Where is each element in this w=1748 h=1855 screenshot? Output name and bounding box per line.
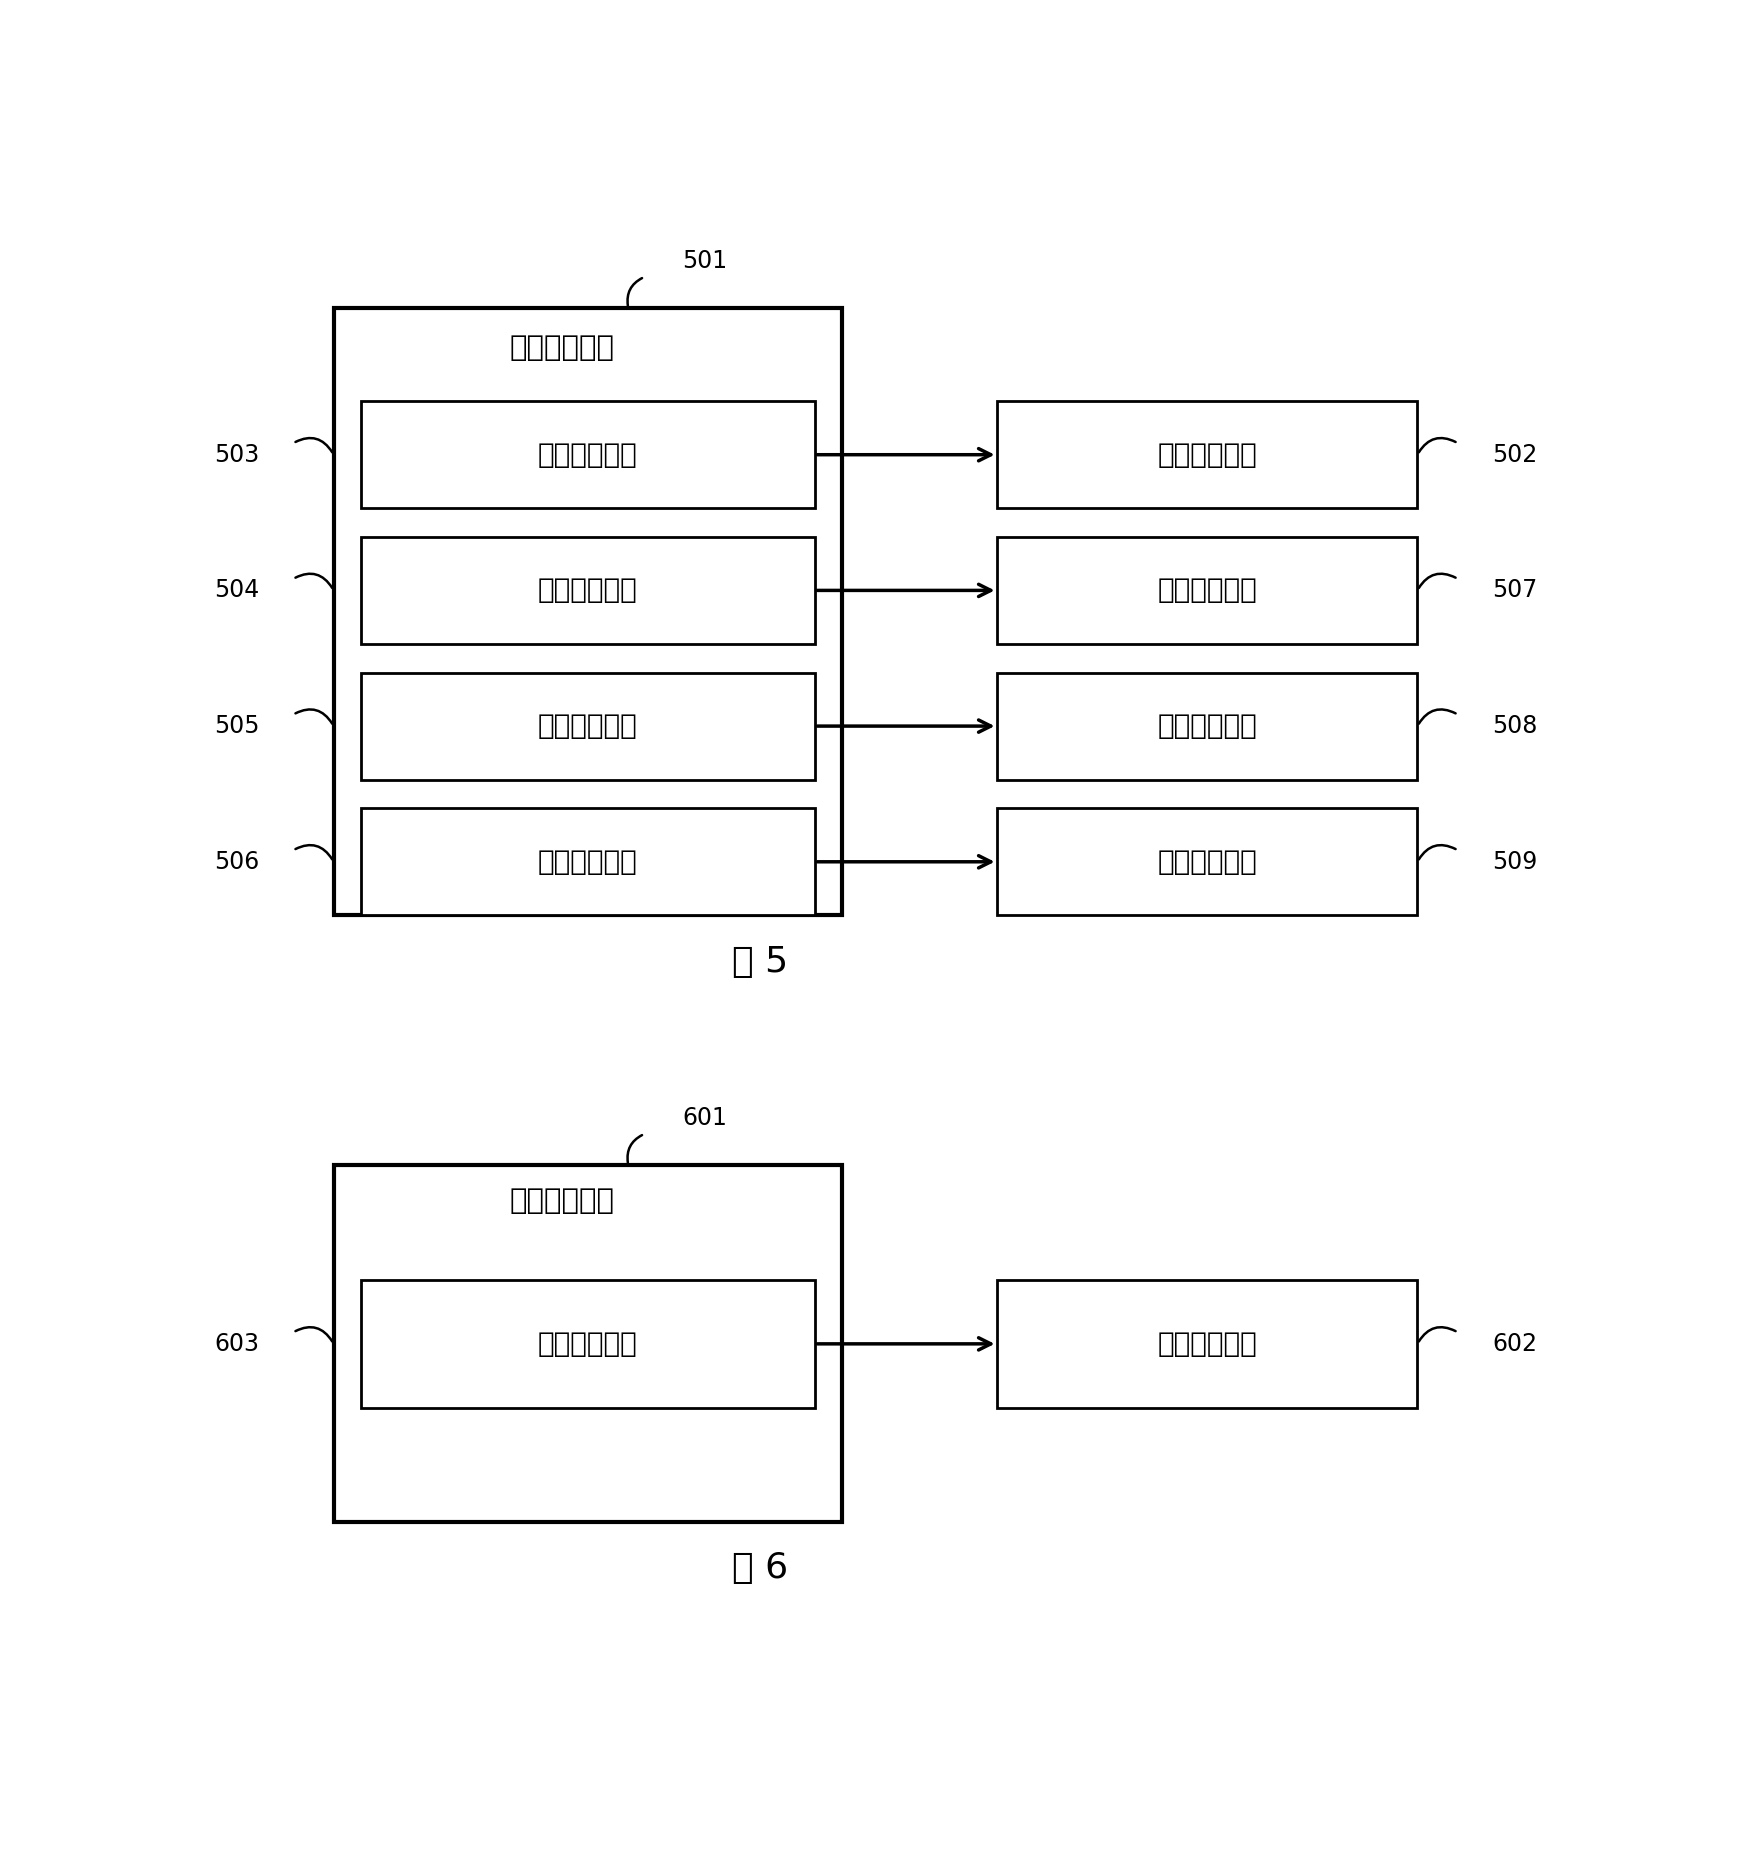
Bar [334,308,843,915]
Text: 信息关联模块: 信息关联模块 [510,1187,615,1215]
Text: 第三关联单元: 第三关联单元 [538,712,638,740]
Text: 第二关联单元: 第二关联单元 [538,577,638,605]
Text: 信息关联模块: 信息关联模块 [510,334,615,362]
Text: 图 5: 图 5 [732,946,788,979]
Text: 603: 603 [215,1332,259,1356]
Text: 506: 506 [213,850,259,874]
Bar [360,1280,815,1408]
Text: 第一通知模块: 第一通知模块 [1157,1330,1257,1358]
Text: 504: 504 [213,579,259,603]
Bar [998,673,1418,779]
Text: 第五关联单元: 第五关联单元 [538,1330,638,1358]
Bar [334,1165,843,1523]
Text: 第三通知模块: 第三通知模块 [1157,712,1257,740]
Bar [998,809,1418,915]
Text: 第四关联单元: 第四关联单元 [538,848,638,876]
Bar [360,673,815,779]
Text: 501: 501 [682,249,727,273]
Text: 图 6: 图 6 [732,1551,788,1586]
Text: 502: 502 [1493,443,1536,467]
Text: 602: 602 [1493,1332,1536,1356]
Text: 509: 509 [1493,850,1536,874]
Text: 505: 505 [213,714,259,738]
Bar [998,536,1418,644]
Text: 503: 503 [213,443,259,467]
Text: 第四通知模块: 第四通知模块 [1157,848,1257,876]
Text: 第一通知模块: 第一通知模块 [1157,441,1257,469]
Text: 第一关联单元: 第一关联单元 [538,441,638,469]
Bar [360,536,815,644]
Text: 507: 507 [1493,579,1536,603]
Bar [998,401,1418,508]
Text: 508: 508 [1493,714,1536,738]
Bar [998,1280,1418,1408]
Bar [360,401,815,508]
Text: 601: 601 [682,1106,727,1130]
Text: 第二通知模块: 第二通知模块 [1157,577,1257,605]
Bar [360,809,815,915]
